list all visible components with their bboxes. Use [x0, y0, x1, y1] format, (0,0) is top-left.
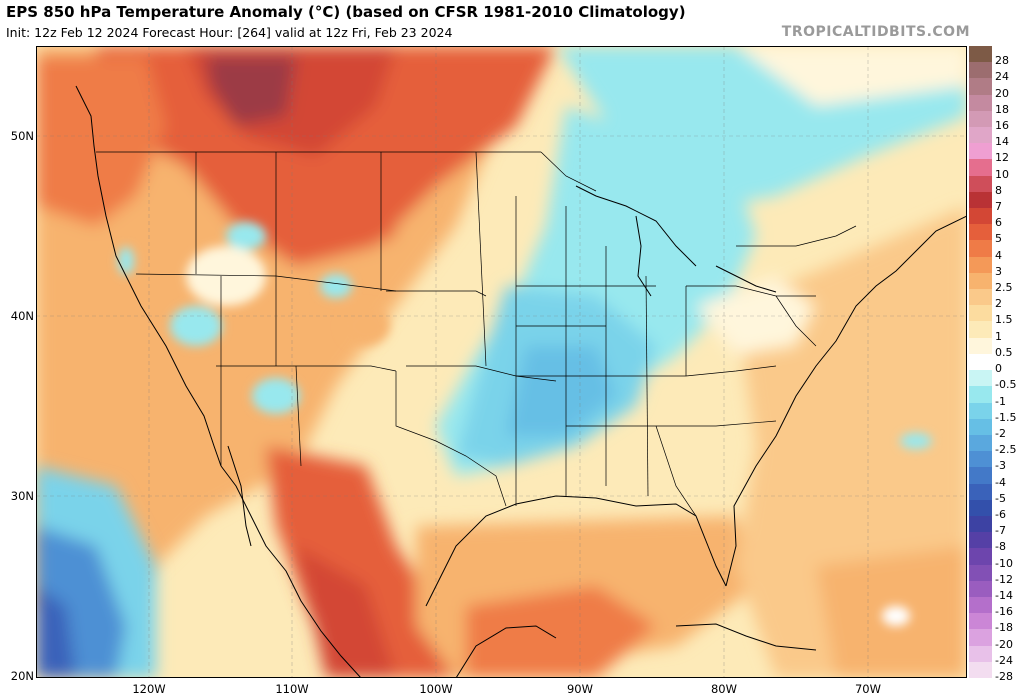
state-borders — [96, 151, 857, 517]
colorbar — [969, 46, 992, 679]
colorbar-segment — [969, 78, 992, 96]
colorbar-segment — [969, 208, 992, 225]
colorbar-tick-label: -7 — [995, 524, 1006, 538]
colorbar-segment — [969, 418, 992, 436]
colorbar-tick-label: 5 — [995, 232, 1002, 246]
colorbar-segment — [969, 613, 992, 630]
colorbar-segment — [969, 159, 992, 177]
colorbar-tick-label: 1 — [995, 329, 1002, 343]
colorbar-segment — [969, 580, 992, 598]
map-title: EPS 850 hPa Temperature Anomaly (°C) (ba… — [6, 3, 686, 21]
lat-label-50n: 50N — [10, 129, 34, 143]
warm-anomaly-pacific-northwest — [36, 56, 166, 226]
lon-label-90w: 90W — [566, 682, 593, 696]
colorbar-tick-label: 18 — [995, 102, 1009, 116]
map-subtitle: Init: 12z Feb 12 2024 Forecast Hour: [26… — [6, 25, 453, 40]
colorbar-tick-label: 6 — [995, 216, 1002, 230]
colorbar-segment — [969, 402, 992, 420]
colorbar-tick-label: 12 — [995, 151, 1009, 165]
colorbar-tick-label: -1.5 — [995, 410, 1017, 424]
colorbar-segment — [969, 175, 992, 193]
colorbar-segment — [969, 548, 992, 566]
colorbar-segment — [969, 191, 992, 209]
brand-watermark: TROPICALTIDBITS.COM — [781, 24, 970, 40]
graticule — [36, 46, 967, 678]
colorbar-tick-label: -2.5 — [995, 443, 1017, 457]
colorbar-segment — [969, 305, 992, 322]
colorbar-segment — [969, 645, 992, 663]
colorbar-segment — [969, 499, 992, 517]
colorbar-tick-label: -8 — [995, 540, 1006, 554]
colorbar-segment — [969, 256, 992, 274]
colorbar-segment — [969, 46, 992, 63]
colorbar-tick-label: 28 — [995, 54, 1009, 68]
colorbar-segment — [969, 62, 992, 79]
colorbar-tick-label: 20 — [995, 86, 1009, 100]
colorbar-segment — [969, 434, 992, 452]
colorbar-tick-label: -10 — [995, 556, 1013, 570]
colorbar-tick-label: -4 — [995, 475, 1006, 489]
coastlines — [75, 85, 967, 678]
colorbar-segment — [969, 370, 992, 387]
lon-label-120w: 120W — [132, 682, 166, 696]
lat-label-20n: 20N — [10, 669, 34, 683]
lat-label-40n: 40N — [10, 309, 34, 323]
colorbar-segment — [969, 661, 992, 679]
header: EPS 850 hPa Temperature Anomaly (°C) (ba… — [0, 0, 1024, 46]
colorbar-segment — [969, 143, 992, 160]
colorbar-segment — [969, 127, 992, 144]
lon-label-110w: 110W — [275, 682, 309, 696]
colorbar-tick-label: -18 — [995, 621, 1013, 635]
lon-label-80w: 80W — [710, 682, 737, 696]
colorbar-tick-label: -20 — [995, 637, 1013, 651]
colorbar-tick-label: 24 — [995, 70, 1009, 84]
colorbar-segment — [969, 240, 992, 258]
colorbar-tick-label: -28 — [995, 670, 1013, 683]
colorbar-segment — [969, 629, 992, 647]
colorbar-segment — [969, 272, 992, 290]
colorbar-segment — [969, 386, 992, 403]
colorbar-tick-label: 14 — [995, 135, 1009, 149]
colorbar-tick-label: 0 — [995, 362, 1002, 376]
lon-label-100w: 100W — [419, 682, 453, 696]
colorbar-segment — [969, 564, 992, 582]
colorbar-tick-label: 7 — [995, 200, 1002, 214]
colorbar-segment — [969, 289, 992, 306]
colorbar-tick-label: -16 — [995, 605, 1013, 619]
colorbar-tick-label: 10 — [995, 167, 1009, 181]
lon-label-70w: 70W — [854, 682, 881, 696]
colorbar-segment — [969, 337, 992, 355]
colorbar-tick-label: -6 — [995, 507, 1006, 521]
colorbar-segment — [969, 532, 992, 549]
colorbar-tick-label: -5 — [995, 491, 1006, 505]
colorbar-tick-label: 16 — [995, 119, 1009, 133]
colorbar-segment — [969, 94, 992, 112]
colorbar-tick-label: -24 — [995, 653, 1013, 667]
colorbar-tick-label: -12 — [995, 572, 1013, 586]
colorbar-tick-label: -14 — [995, 588, 1013, 602]
colorbar-tick-label: 2.5 — [995, 281, 1013, 295]
colorbar-tick-label: -3 — [995, 459, 1006, 473]
colorbar-segment — [969, 515, 992, 533]
anomaly-map — [36, 46, 967, 678]
colorbar-segment — [969, 596, 992, 614]
colorbar-tick-label: -1 — [995, 394, 1006, 408]
colorbar-segment — [969, 353, 992, 371]
colorbar-tick-label: -0.5 — [995, 378, 1017, 392]
colorbar-segment — [969, 110, 992, 128]
lat-label-30n: 30N — [10, 489, 34, 503]
colorbar-segment — [969, 467, 992, 485]
colorbar-segment — [969, 483, 992, 501]
colorbar-tick-label: 0.5 — [995, 345, 1013, 359]
colorbar-tick-label: 1.5 — [995, 313, 1013, 327]
colorbar-tick-label: 8 — [995, 183, 1002, 197]
colorbar-tick-label: 2 — [995, 297, 1002, 311]
colorbar-segment — [969, 224, 992, 241]
colorbar-segment — [969, 451, 992, 468]
colorbar-segment — [969, 321, 992, 339]
colorbar-tick-label: 4 — [995, 248, 1002, 262]
colorbar-tick-label: -2 — [995, 426, 1006, 440]
colorbar-tick-label: 3 — [995, 264, 1002, 278]
